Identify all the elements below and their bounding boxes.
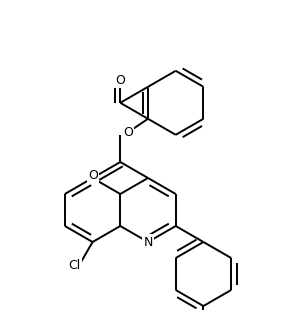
Text: O: O xyxy=(88,169,98,182)
Text: N: N xyxy=(143,236,153,249)
Text: O: O xyxy=(115,74,125,87)
Text: O: O xyxy=(123,126,133,139)
Text: Cl: Cl xyxy=(68,259,80,272)
